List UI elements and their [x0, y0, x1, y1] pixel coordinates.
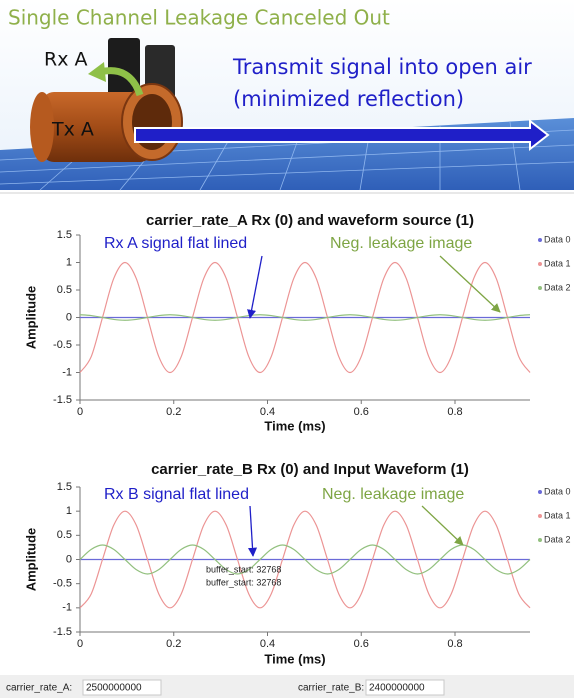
annotation: buffer_start: 32768: [206, 577, 281, 587]
y-tick-label: -1.5: [53, 394, 72, 406]
chart-title: carrier_rate_A Rx (0) and waveform sourc…: [146, 212, 474, 229]
legend-label: Data 2: [544, 534, 571, 544]
x-tick-label: 0.8: [447, 638, 462, 650]
y-tick-label: 0.5: [57, 529, 72, 541]
annotation: Rx B signal flat lined: [104, 486, 249, 503]
legend-label: Data 0: [544, 234, 571, 244]
x-tick-label: 0.2: [166, 406, 181, 418]
caption-line: Transmit signal into open air: [232, 55, 532, 79]
annotation: Rx A signal flat lined: [104, 235, 247, 252]
spinbox-value[interactable]: 2500000000: [86, 683, 142, 694]
spinbox-value[interactable]: 2400000000: [369, 683, 425, 694]
page: Single Channel Leakage Canceled Out Rx A…: [0, 0, 574, 698]
legend-label: Data 0: [544, 486, 571, 496]
x-tick-label: 0.6: [354, 638, 369, 650]
y-tick-label: 1.5: [57, 481, 72, 493]
x-tick-label: 0: [77, 638, 83, 650]
legend-swatch: [538, 238, 542, 242]
y-tick-label: -1: [62, 366, 72, 378]
annotation-arrow: [422, 506, 463, 545]
header-title: Single Channel Leakage Canceled Out: [8, 6, 390, 30]
annotation: buffer_start: 32768: [206, 564, 281, 574]
y-axis-label: Amplitude: [23, 528, 38, 592]
y-tick-label: 1: [66, 505, 72, 517]
annotation-arrow: [250, 256, 262, 318]
y-tick-label: 1.5: [57, 229, 72, 241]
x-tick-label: 0.4: [260, 638, 275, 650]
x-tick-label: 0: [77, 406, 83, 418]
chart-title: carrier_rate_B Rx (0) and Input Waveform…: [151, 461, 469, 478]
rx-label: Rx A: [44, 49, 87, 71]
caption-line: (minimized reflection): [233, 87, 464, 111]
x-axis-label: Time (ms): [264, 651, 325, 666]
y-tick-label: -1: [62, 602, 72, 614]
y-axis-label: Amplitude: [23, 286, 38, 350]
x-tick-label: 0.2: [166, 638, 181, 650]
header-illustration: Single Channel Leakage Canceled Out Rx A…: [0, 0, 574, 190]
chart: carrier_rate_A Rx (0) and waveform sourc…: [23, 212, 570, 433]
y-tick-label: 0: [66, 311, 72, 323]
y-tick-label: 0.5: [57, 284, 72, 296]
legend-swatch: [538, 490, 542, 494]
legend-swatch: [538, 262, 542, 266]
tx-label: Tx A: [51, 119, 94, 141]
annotation-arrow: [440, 256, 500, 312]
legend-label: Data 1: [544, 258, 571, 268]
legend-label: Data 2: [544, 282, 571, 292]
control-label: carrier_rate_A:: [6, 683, 72, 694]
x-tick-label: 0.4: [260, 406, 275, 418]
x-tick-label: 0.6: [354, 406, 369, 418]
footer: carrier_rate_A: 2500000000 carrier_rate_…: [0, 675, 574, 698]
control-label: carrier_rate_B:: [298, 683, 364, 694]
x-axis-label: Time (ms): [264, 418, 325, 433]
screen: Single Channel Leakage Canceled Out Rx A…: [0, 0, 574, 698]
y-tick-label: -0.5: [53, 339, 72, 351]
y-tick-label: -1.5: [53, 626, 72, 638]
y-tick-label: -0.5: [53, 578, 72, 590]
legend-swatch: [538, 286, 542, 290]
annotation: Neg. leakage image: [322, 486, 464, 503]
chart: carrier_rate_B Rx (0) and Input Waveform…: [23, 461, 570, 666]
legend-swatch: [538, 514, 542, 518]
y-tick-label: 0: [66, 553, 72, 565]
y-tick-label: 1: [66, 256, 72, 268]
annotation-arrow: [250, 506, 253, 556]
x-tick-label: 0.8: [447, 406, 462, 418]
legend-swatch: [538, 538, 542, 542]
legend-label: Data 1: [544, 510, 571, 520]
tx-pipe-end: [30, 92, 54, 162]
annotation: Neg. leakage image: [330, 235, 472, 252]
